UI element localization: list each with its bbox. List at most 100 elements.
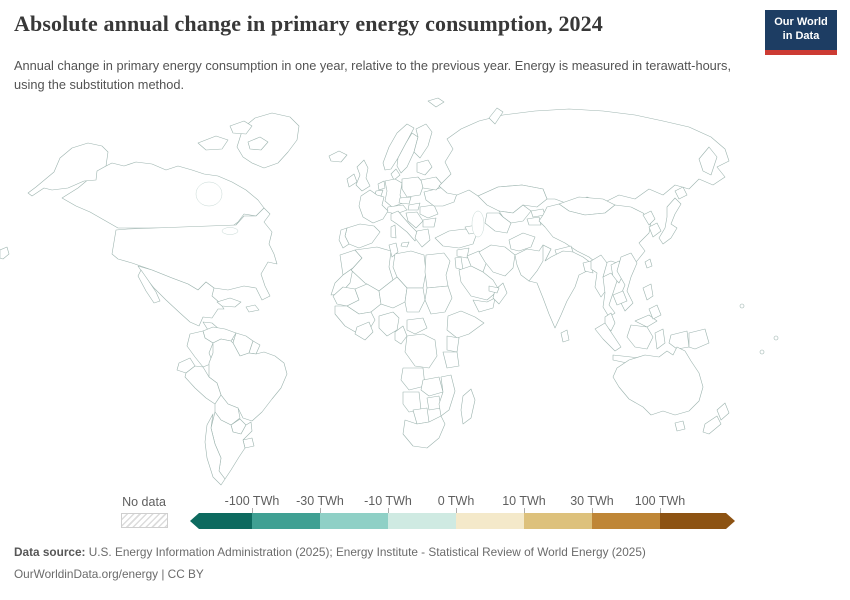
cc-by-link[interactable]: CC BY bbox=[167, 567, 204, 581]
country-papua-new-guinea[interactable] bbox=[688, 328, 710, 350]
country-chad[interactable] bbox=[404, 287, 426, 313]
country-new-zealand-south[interactable] bbox=[702, 415, 722, 435]
country-india[interactable] bbox=[528, 244, 592, 329]
country-canadian-arctic[interactable] bbox=[229, 120, 253, 135]
country-cuba[interactable] bbox=[216, 297, 242, 308]
country-north-korea[interactable] bbox=[642, 210, 656, 226]
country-italy-sicily[interactable] bbox=[400, 241, 410, 248]
country-ireland[interactable] bbox=[346, 173, 358, 188]
country-malaysia-borneo[interactable] bbox=[634, 314, 658, 328]
country-pacific-island[interactable] bbox=[739, 303, 745, 309]
country-russia-fragment[interactable] bbox=[0, 246, 10, 260]
country-kenya[interactable] bbox=[446, 335, 460, 353]
country-netherlands[interactable] bbox=[377, 180, 386, 191]
country-iceland[interactable] bbox=[328, 150, 348, 163]
country-chile[interactable] bbox=[204, 413, 226, 486]
country-united-kingdom[interactable] bbox=[355, 159, 371, 192]
country-dr-congo[interactable] bbox=[404, 333, 438, 369]
country-spain[interactable] bbox=[344, 223, 381, 249]
country-pacific-island[interactable] bbox=[759, 349, 765, 355]
legend-band-0to10[interactable] bbox=[456, 513, 524, 529]
country-cameroon[interactable] bbox=[394, 325, 408, 345]
country-new-zealand-north[interactable] bbox=[716, 402, 730, 421]
country-belarus[interactable] bbox=[420, 176, 443, 191]
country-niger[interactable] bbox=[378, 276, 408, 309]
country-baltics[interactable] bbox=[416, 159, 433, 176]
country-tanzania[interactable] bbox=[442, 351, 460, 369]
country-portugal[interactable] bbox=[338, 227, 350, 249]
country-denmark[interactable] bbox=[390, 168, 401, 181]
country-mexico-baja[interactable] bbox=[137, 269, 161, 304]
country-madagascar[interactable] bbox=[460, 388, 476, 425]
country-canadian-arctic[interactable] bbox=[247, 136, 269, 151]
country-sri-lanka[interactable] bbox=[560, 329, 570, 343]
country-japan[interactable] bbox=[658, 197, 682, 245]
country-finland[interactable] bbox=[413, 123, 433, 159]
legend-band-gt100[interactable] bbox=[660, 513, 735, 529]
owid-logo[interactable]: Our World in Data bbox=[765, 10, 837, 55]
legend-band-30to100[interactable] bbox=[592, 513, 660, 529]
country-turkey[interactable] bbox=[434, 228, 478, 249]
country-ghana-ivory-coast[interactable] bbox=[354, 321, 374, 341]
country-bulgaria[interactable] bbox=[422, 217, 437, 228]
country-hispaniola[interactable] bbox=[245, 304, 260, 313]
country-novaya-zemlya[interactable] bbox=[488, 107, 504, 125]
country-mexico[interactable] bbox=[137, 265, 225, 327]
owid-energy-link[interactable]: OurWorldinData.org/energy bbox=[14, 567, 159, 581]
country-romania[interactable] bbox=[419, 204, 439, 219]
country-iran[interactable] bbox=[478, 244, 516, 277]
country-tajikistan[interactable] bbox=[526, 216, 542, 226]
country-russia-kamchatka[interactable] bbox=[698, 146, 718, 176]
country-angola[interactable] bbox=[400, 367, 426, 391]
country-sardinia-corsica[interactable] bbox=[390, 224, 397, 239]
country-balkans[interactable] bbox=[405, 211, 424, 229]
country-czechia[interactable] bbox=[398, 196, 412, 205]
country-indonesia-papua[interactable] bbox=[668, 330, 690, 350]
country-canada[interactable] bbox=[61, 161, 265, 229]
country-france[interactable] bbox=[358, 189, 389, 224]
country-zambia[interactable] bbox=[420, 376, 444, 397]
country-ethiopia-somalia[interactable] bbox=[446, 310, 485, 339]
country-yemen[interactable] bbox=[472, 297, 496, 313]
country-pacific-island[interactable] bbox=[773, 335, 779, 341]
country-philippines-mindanao[interactable] bbox=[648, 304, 662, 320]
country-egypt[interactable] bbox=[424, 252, 451, 289]
country-philippines-luzon[interactable] bbox=[642, 283, 654, 301]
legend-no-data-swatch[interactable] bbox=[121, 513, 168, 528]
country-central-african-republic[interactable] bbox=[406, 317, 428, 335]
country-hungary[interactable] bbox=[407, 202, 421, 211]
country-syria[interactable] bbox=[456, 247, 470, 259]
country-mozambique[interactable] bbox=[438, 374, 456, 417]
country-usa-alaska[interactable] bbox=[27, 142, 109, 197]
country-norway[interactable] bbox=[382, 123, 415, 171]
country-svalbard[interactable] bbox=[427, 97, 445, 108]
legend-band--30to-10[interactable] bbox=[320, 513, 388, 529]
country-afghanistan[interactable] bbox=[508, 232, 536, 252]
country-japan-hokkaido[interactable] bbox=[674, 186, 688, 200]
legend-band-10to30[interactable] bbox=[524, 513, 592, 529]
legend-band--10to0[interactable] bbox=[388, 513, 456, 529]
country-russia[interactable] bbox=[438, 108, 730, 206]
country-canadian-arctic[interactable] bbox=[197, 135, 229, 151]
country-indonesia-sulawesi[interactable] bbox=[654, 328, 666, 350]
country-zimbabwe[interactable] bbox=[426, 395, 442, 411]
country-turkmenistan[interactable] bbox=[484, 212, 512, 234]
country-australia[interactable] bbox=[612, 346, 704, 416]
country-south-korea[interactable] bbox=[648, 222, 662, 238]
country-thailand[interactable] bbox=[602, 272, 618, 318]
country-tunisia[interactable] bbox=[388, 242, 399, 258]
country-bangladesh[interactable] bbox=[582, 260, 594, 274]
country-poland[interactable] bbox=[401, 176, 425, 198]
country-greenland[interactable] bbox=[236, 112, 300, 169]
country-south-africa[interactable] bbox=[402, 415, 446, 449]
country-botswana[interactable] bbox=[412, 407, 430, 425]
country-indonesia-sumatra[interactable] bbox=[594, 322, 622, 352]
country-tasmania[interactable] bbox=[674, 420, 686, 432]
legend-band-lt-100[interactable] bbox=[190, 513, 252, 529]
country-nigeria[interactable] bbox=[378, 311, 400, 337]
country-china[interactable] bbox=[538, 203, 652, 266]
legend-band--100to-30[interactable] bbox=[252, 513, 320, 529]
country-sudan[interactable] bbox=[424, 285, 453, 315]
country-kazakhstan[interactable] bbox=[477, 184, 548, 214]
country-indonesia-kalimantan[interactable] bbox=[626, 324, 654, 350]
